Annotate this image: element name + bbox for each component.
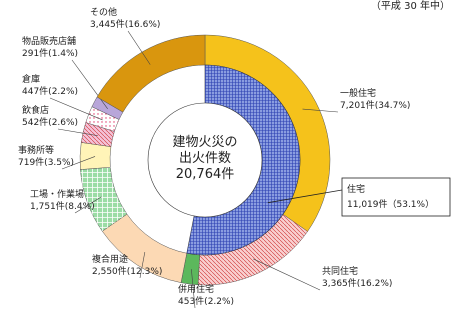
value-label: 2,550件(12.3%) [92, 265, 162, 277]
value-label: 3,365件(16.2%) [322, 277, 392, 289]
inner-value-label: 11,019件（53.1%） [347, 198, 434, 210]
inner-label-box [341, 177, 451, 217]
category-label: その他 [90, 6, 117, 18]
center-circle [147, 102, 263, 218]
leader-line [191, 269, 196, 309]
slice [96, 34, 206, 113]
leader-line [74, 196, 102, 214]
leader-line [57, 128, 98, 136]
value-label: 542件(2.6%) [22, 116, 78, 128]
leader-line [267, 189, 343, 204]
value-label: 453件(2.2%) [178, 295, 234, 307]
value-label: 7,201件(34.7%) [340, 99, 410, 111]
value-label: 3,445件(16.6%) [90, 18, 160, 30]
value-label: 291件(1.4%) [22, 47, 78, 59]
leader-line [61, 156, 96, 170]
value-label: 1,751件(8.4%) [30, 200, 95, 212]
category-label: 事務所等 [18, 144, 54, 156]
category-label: 一般住宅 [340, 87, 376, 99]
subtitle: （平成 30 年中） [371, 0, 450, 12]
leader-line [71, 59, 108, 109]
category-label: 倉庫 [22, 73, 40, 85]
slice-texture [85, 106, 120, 132]
leader-line [49, 97, 103, 121]
leader-line [127, 30, 151, 65]
center-text: 20,764件 [176, 167, 235, 182]
center-text: 建物火災の [172, 135, 237, 150]
slice-texture [81, 122, 115, 147]
slice-texture [186, 65, 300, 255]
slice-texture [80, 167, 127, 232]
value-label: 447件(2.2%) [22, 85, 78, 97]
value-label: 719件(3.5%) [18, 156, 74, 168]
category-label: 複合用途 [92, 253, 128, 265]
inner-category-label: 住宅 [347, 183, 365, 195]
leader-line [139, 252, 146, 279]
leader-line [302, 108, 339, 113]
slice [79, 142, 112, 170]
category-label: 工場・作業場 [30, 188, 84, 200]
category-label: 共同住宅 [322, 265, 358, 277]
leader-line [253, 258, 321, 291]
category-label: 併用住宅 [178, 283, 214, 295]
category-label: 物品販売店舗 [22, 35, 76, 47]
slice-texture [198, 214, 308, 286]
center-text: 出火件数 [179, 151, 231, 166]
category-label: 飲食店 [22, 104, 49, 116]
